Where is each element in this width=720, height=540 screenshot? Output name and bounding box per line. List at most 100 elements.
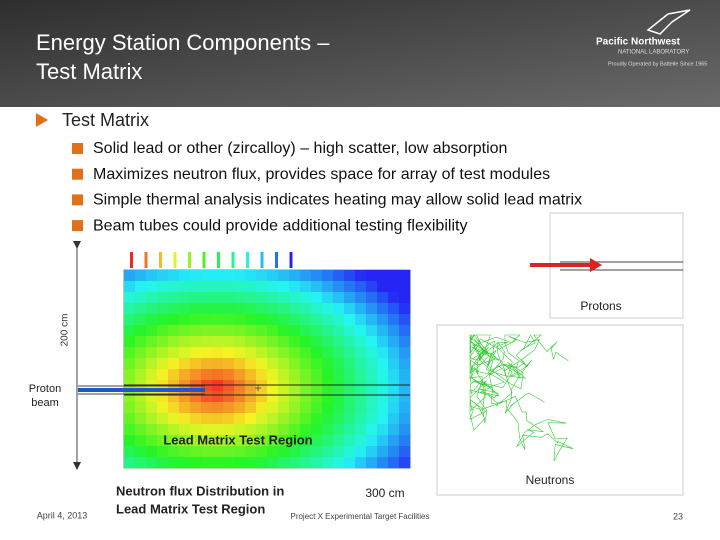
heat-cell bbox=[366, 413, 378, 425]
heat-cell bbox=[124, 402, 136, 414]
heat-cell bbox=[344, 369, 356, 381]
heat-cell bbox=[289, 303, 301, 315]
header-bar bbox=[0, 0, 720, 107]
heat-cell bbox=[190, 446, 202, 458]
heat-cell bbox=[366, 446, 378, 458]
neutron-tracks bbox=[469, 334, 574, 462]
heat-cell bbox=[212, 270, 224, 282]
heat-cell bbox=[190, 336, 202, 348]
heat-cell bbox=[157, 270, 169, 282]
heat-cell bbox=[146, 457, 158, 469]
heat-cell bbox=[190, 347, 202, 359]
heat-cell bbox=[146, 369, 158, 381]
heat-cell bbox=[399, 358, 411, 370]
heat-cell bbox=[245, 391, 257, 403]
heat-cell bbox=[223, 380, 235, 392]
heat-cell bbox=[212, 336, 224, 348]
logo-tagline: Proudly Operated by Battelle Since 1965 bbox=[608, 61, 707, 67]
heat-cell bbox=[267, 402, 279, 414]
heat-cell bbox=[179, 347, 191, 359]
colorbar-swatch bbox=[188, 252, 191, 268]
heat-cell bbox=[124, 347, 136, 359]
heat-cell bbox=[278, 336, 290, 348]
heat-cell bbox=[377, 336, 389, 348]
heat-cell bbox=[201, 391, 213, 403]
heat-cell bbox=[322, 446, 334, 458]
heat-cell bbox=[179, 270, 191, 282]
heat-cell bbox=[333, 457, 345, 469]
colorbar-swatch bbox=[202, 252, 206, 268]
heat-cell bbox=[168, 424, 180, 436]
heat-cell bbox=[256, 281, 268, 293]
heat-cell bbox=[300, 457, 312, 469]
x-label: 300 cm bbox=[365, 486, 404, 500]
heat-cell bbox=[366, 336, 378, 348]
heat-cell bbox=[388, 270, 400, 282]
heat-cell bbox=[256, 325, 268, 337]
colorbar-swatch bbox=[130, 252, 133, 268]
heat-cell bbox=[212, 347, 224, 359]
heat-cell bbox=[399, 402, 411, 414]
heat-cell bbox=[344, 303, 356, 315]
heat-cell bbox=[201, 303, 213, 315]
heat-cell bbox=[311, 435, 323, 447]
heat-cell bbox=[366, 369, 378, 381]
heat-cell bbox=[190, 435, 202, 447]
heat-cell bbox=[399, 457, 411, 469]
heat-cell bbox=[366, 391, 378, 403]
neutron-panel bbox=[436, 324, 684, 496]
heat-cell bbox=[278, 457, 290, 469]
heat-cell bbox=[245, 314, 257, 326]
heat-cell bbox=[278, 292, 290, 304]
heat-cell bbox=[278, 325, 290, 337]
heat-cell bbox=[201, 325, 213, 337]
heat-cell bbox=[388, 457, 400, 469]
heat-cell bbox=[289, 391, 301, 403]
heat-cell bbox=[278, 413, 290, 425]
heat-cell bbox=[355, 402, 367, 414]
heat-cell bbox=[223, 369, 235, 381]
heat-cell bbox=[256, 413, 268, 425]
heat-cell bbox=[399, 347, 411, 359]
heat-cell bbox=[289, 380, 301, 392]
heat-cell bbox=[388, 358, 400, 370]
heat-cell bbox=[135, 435, 147, 447]
heat-cell bbox=[179, 358, 191, 370]
heat-cell bbox=[245, 380, 257, 392]
heat-cell bbox=[212, 369, 224, 381]
heat-cell bbox=[223, 413, 235, 425]
heat-cell bbox=[377, 424, 389, 436]
heat-cell bbox=[300, 281, 312, 293]
heat-cell bbox=[300, 391, 312, 403]
heat-cell bbox=[223, 435, 235, 447]
heat-cell bbox=[289, 292, 301, 304]
heat-cell bbox=[201, 270, 213, 282]
heat-cell bbox=[355, 369, 367, 381]
heat-cell bbox=[333, 270, 345, 282]
sub-bullet: Simple thermal analysis indicates heatin… bbox=[93, 192, 582, 209]
heat-cell bbox=[311, 336, 323, 348]
heat-cell bbox=[223, 336, 235, 348]
heat-cell bbox=[278, 347, 290, 359]
heat-cell bbox=[157, 303, 169, 315]
heat-cell bbox=[168, 292, 180, 304]
heat-cell bbox=[333, 446, 345, 458]
heat-cell bbox=[201, 314, 213, 326]
heat-cell bbox=[179, 457, 191, 469]
heat-cell bbox=[377, 391, 389, 403]
heat-cell bbox=[256, 336, 268, 348]
heat-cell bbox=[179, 424, 191, 436]
heat-cell bbox=[179, 435, 191, 447]
heat-cell bbox=[256, 391, 268, 403]
heat-cell bbox=[256, 457, 268, 469]
heat-cell bbox=[344, 281, 356, 293]
heat-cell bbox=[377, 358, 389, 370]
heat-cell bbox=[344, 424, 356, 436]
beam-label: beam bbox=[31, 397, 59, 409]
heat-cell bbox=[179, 281, 191, 293]
heat-cell bbox=[179, 369, 191, 381]
heat-cell bbox=[311, 347, 323, 359]
heat-cell bbox=[311, 358, 323, 370]
heat-cell bbox=[289, 435, 301, 447]
heat-cell bbox=[245, 281, 257, 293]
